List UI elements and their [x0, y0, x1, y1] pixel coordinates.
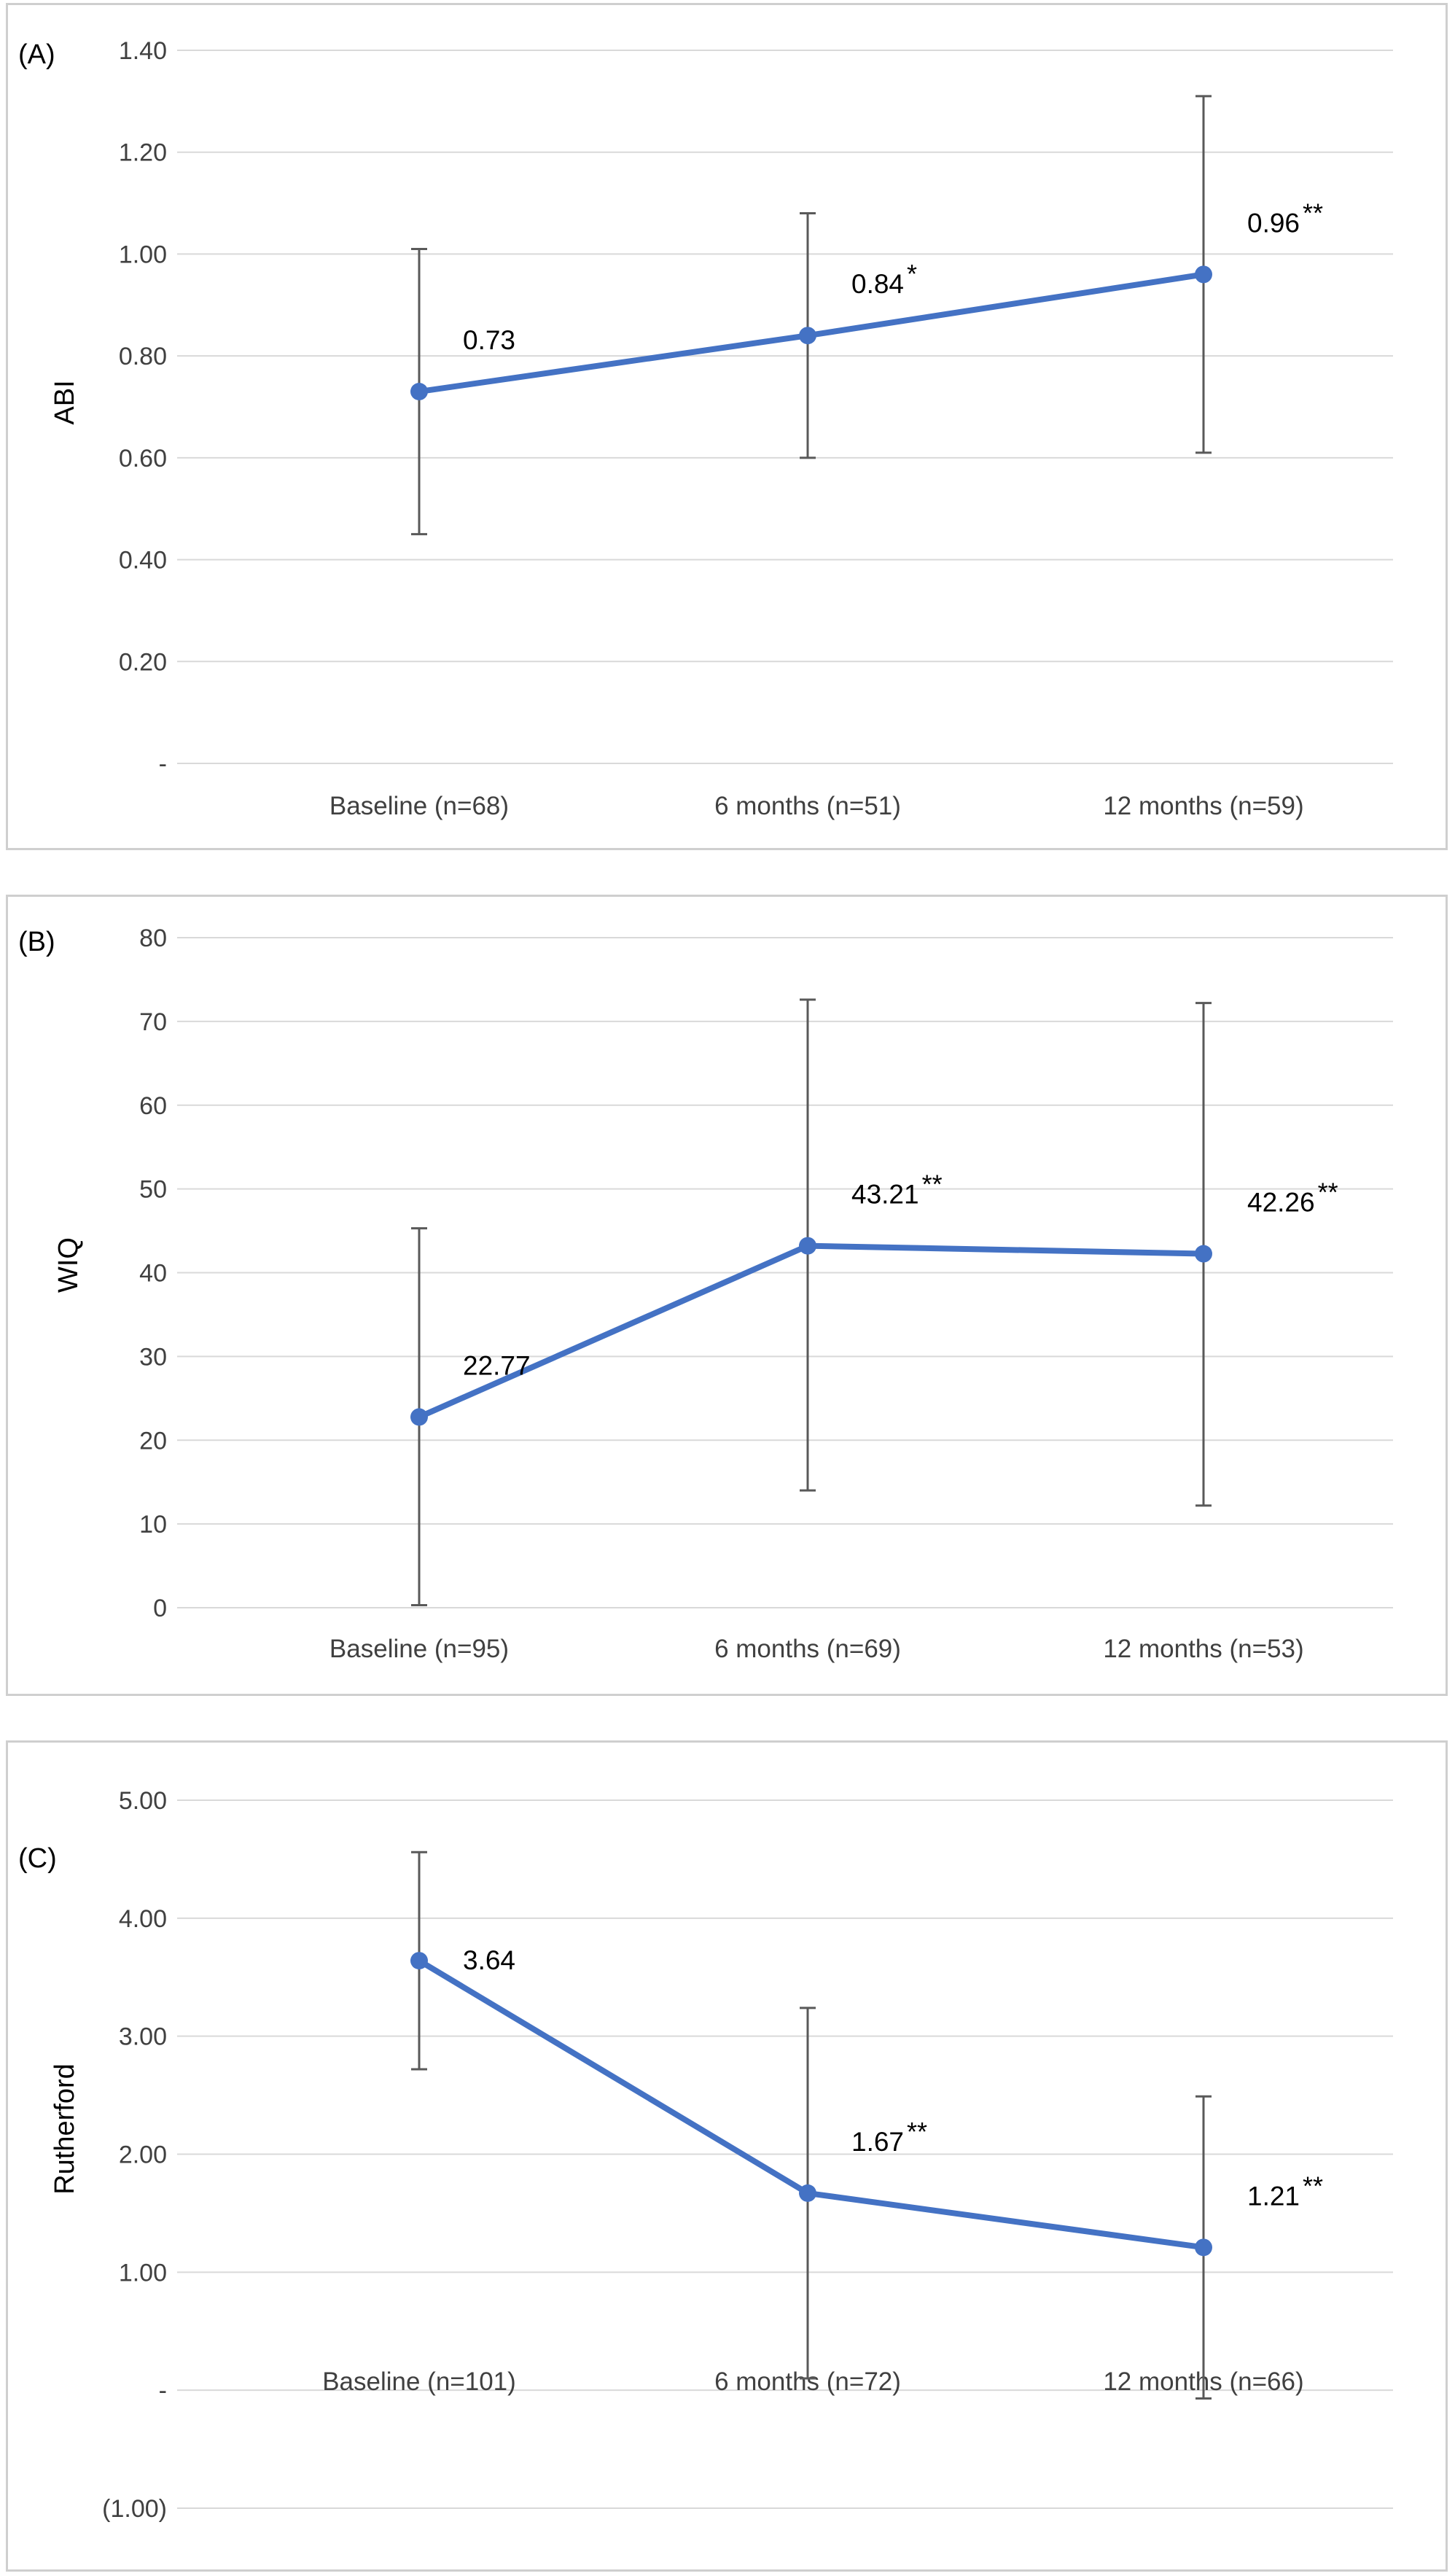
- y-tick-label: 10: [139, 1511, 167, 1538]
- y-tick-label: 0.20: [119, 648, 167, 676]
- y-tick-label: -: [159, 750, 167, 778]
- category-label: 6 months (n=51): [714, 792, 901, 820]
- panel-label: (B): [18, 927, 55, 957]
- significance-marker: *: [907, 259, 917, 289]
- data-label-value: 22.77: [463, 1350, 531, 1380]
- y-tick-label: 1.00: [119, 2259, 167, 2287]
- data-label: 43.21 **: [851, 1170, 943, 1210]
- significance-marker: **: [907, 2117, 927, 2147]
- data-label-value: 42.26: [1247, 1188, 1315, 1218]
- data-label-value: 1.21: [1247, 2181, 1300, 2211]
- y-tick-label: (1.00): [102, 2495, 167, 2523]
- y-tick-label: 0.40: [119, 547, 167, 575]
- data-label: 1.21 **: [1247, 2171, 1323, 2211]
- category-label: 12 months (n=53): [1103, 1635, 1303, 1663]
- data-label-value: 0.84: [851, 269, 904, 299]
- data-point: [1195, 265, 1212, 284]
- panel-label: (A): [18, 39, 55, 70]
- y-tick-label: 1.20: [119, 139, 167, 167]
- y-axis-label: ABI: [50, 380, 80, 424]
- chart-panel-c: (1.00) - 1.00 2.00 3.00 4.00 5.00 (C) Rutherford…: [6, 1740, 1448, 2572]
- chart-panel-b: 0 10 20 30 40 50 60 70 80 (B) WIQ Baseline (n=95) 6 …: [6, 895, 1448, 1696]
- data-label: 1.67 **: [851, 2117, 927, 2157]
- category-label: Baseline (n=68): [329, 792, 509, 820]
- significance-marker: **: [1303, 198, 1323, 227]
- data-label-value: 0.96: [1247, 208, 1300, 238]
- y-tick-label: 80: [139, 925, 167, 952]
- data-label-value: 1.67: [851, 2127, 904, 2157]
- data-point: [410, 1952, 428, 1970]
- data-point: [799, 2184, 816, 2202]
- y-axis-label: Rutherford: [50, 2063, 80, 2195]
- y-tick-label: 50: [139, 1176, 167, 1204]
- y-axis-label: WIQ: [53, 1237, 84, 1293]
- y-tick-label: 1.00: [119, 241, 167, 268]
- data-point: [410, 1408, 428, 1426]
- data-label: 42.26 **: [1247, 1178, 1338, 1218]
- data-label: 0.84 *: [851, 259, 917, 299]
- y-tick-label: 3.00: [119, 2023, 167, 2051]
- panel-label: (C): [18, 1843, 57, 1874]
- y-tick-label: 1.40: [119, 37, 167, 65]
- data-point: [1195, 1245, 1212, 1263]
- significance-marker: **: [1318, 1178, 1338, 1207]
- category-label: Baseline (n=95): [329, 1635, 509, 1663]
- data-point: [799, 1237, 816, 1255]
- chart-c-svg: (1.00) - 1.00 2.00 3.00 4.00 5.00 (C) Rutherford…: [18, 1787, 1393, 2523]
- y-tick-label: 60: [139, 1092, 167, 1120]
- data-label-value: 0.73: [463, 325, 515, 355]
- significance-marker: **: [1303, 2171, 1323, 2201]
- data-label-value: 3.64: [463, 1945, 515, 1975]
- series-line: [416, 1958, 1206, 2251]
- chart-panel-a: - 0.20 0.40 0.60 0.80 1.00 1.20 1.40 (A) ABI Basel…: [6, 3, 1448, 850]
- y-tick-label: 4.00: [119, 1905, 167, 1933]
- data-point: [410, 383, 428, 401]
- significance-marker: **: [922, 1170, 943, 1199]
- category-label: 12 months (n=59): [1103, 792, 1303, 820]
- chart-a-svg: - 0.20 0.40 0.60 0.80 1.00 1.20 1.40 (A) ABI Basel…: [18, 37, 1393, 820]
- data-point: [799, 327, 816, 345]
- y-tick-label: 2.00: [119, 2141, 167, 2169]
- data-label: 0.96 **: [1247, 198, 1323, 238]
- category-label: 6 months (n=69): [714, 1635, 901, 1663]
- y-tick-label: 0.60: [119, 445, 167, 472]
- series-line: [416, 1242, 1206, 1420]
- data-label: 22.77: [463, 1350, 531, 1380]
- y-tick-label: 40: [139, 1260, 167, 1288]
- data-label-value: 43.21: [851, 1180, 919, 1210]
- data-label: 3.64: [463, 1945, 515, 1975]
- y-tick-label: 30: [139, 1343, 167, 1371]
- y-tick-label: 0.80: [119, 343, 167, 370]
- y-tick-label: 20: [139, 1427, 167, 1455]
- y-tick-label: 5.00: [119, 1787, 167, 1815]
- data-point: [1195, 2238, 1212, 2257]
- category-label: Baseline (n=101): [322, 2367, 516, 2396]
- y-tick-label: -: [159, 2377, 167, 2405]
- y-tick-label: 0: [153, 1595, 167, 1622]
- y-tick-label: 70: [139, 1008, 167, 1036]
- data-label: 0.73: [463, 325, 515, 355]
- chart-b-svg: 0 10 20 30 40 50 60 70 80 (B) WIQ Baseline (n=95) 6 …: [18, 925, 1393, 1663]
